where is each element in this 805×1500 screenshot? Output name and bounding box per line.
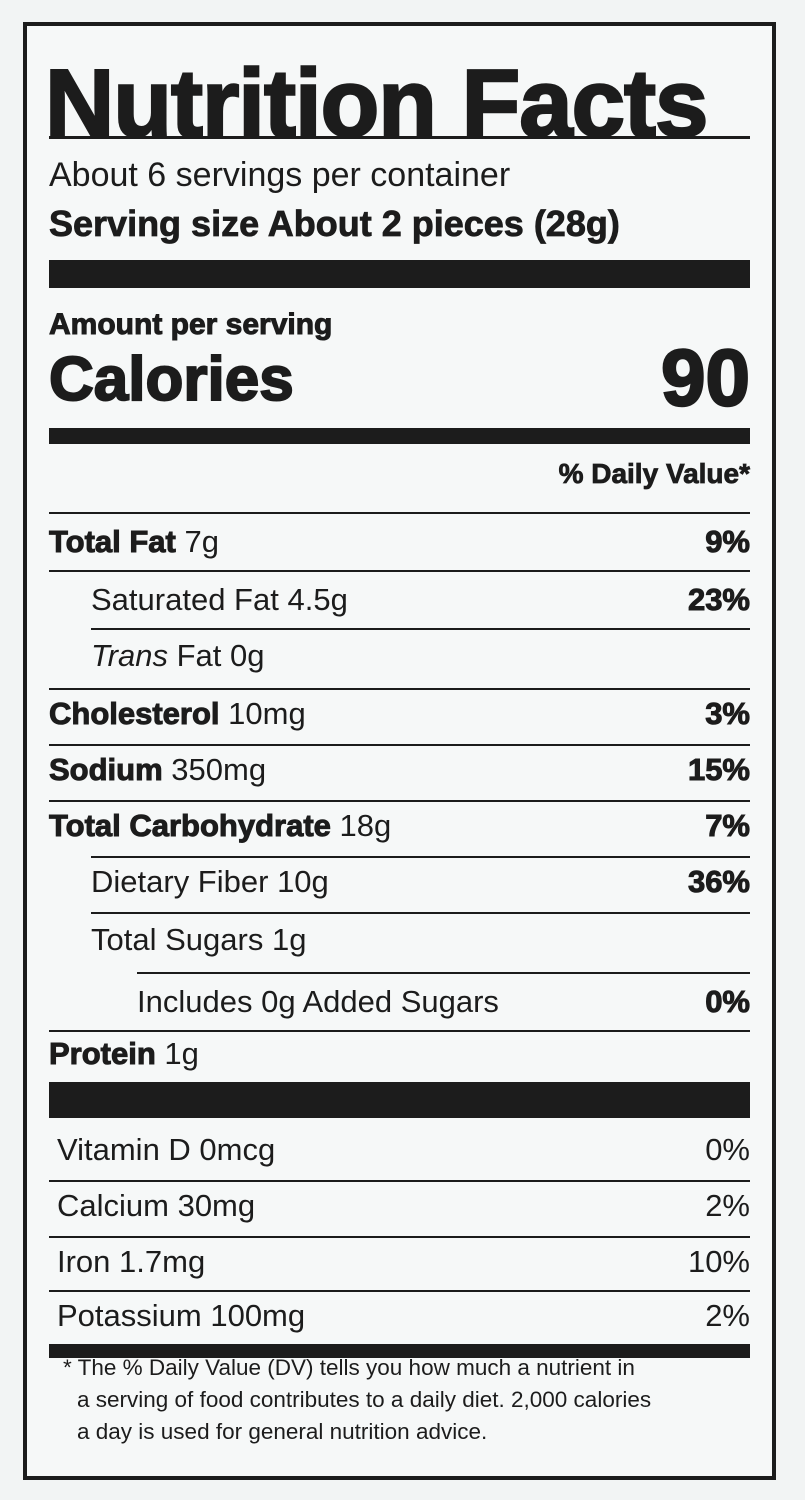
nutrient-dv: 3% <box>705 696 751 732</box>
vitamin-row-potassium: Potassium 100mg 2% <box>49 1290 750 1344</box>
thick-rule-calories <box>49 428 750 444</box>
daily-value-header: % Daily Value* <box>558 458 750 490</box>
nutrient-name: Includes 0g Added Sugars <box>137 984 499 1019</box>
servings-per-container: About 6 servings per container <box>49 156 511 194</box>
vitamin-name: Calcium 30mg <box>57 1188 256 1223</box>
rule-3 <box>49 688 750 690</box>
nutrient-row-sodium: Sodium 350mg 15% <box>49 744 751 798</box>
nutrient-name: Cholesterol 10mg <box>49 696 306 732</box>
vitamin-name: Vitamin D 0mcg <box>57 1132 276 1167</box>
rule-12 <box>49 1290 750 1292</box>
vitamin-dv: 0% <box>705 1132 750 1167</box>
nutrient-dv: 23% <box>687 582 750 618</box>
rule-10 <box>49 1180 750 1182</box>
nutrient-row-added-sugars: Includes 0g Added Sugars 0% <box>49 976 750 1030</box>
nutrient-row-cholesterol: Cholesterol 10mg 3% <box>49 688 751 742</box>
rule-dv <box>49 512 750 514</box>
amount-per-serving: Amount per serving <box>48 308 333 342</box>
rule-5 <box>49 800 750 802</box>
rule-11 <box>49 1236 750 1238</box>
nutrition-facts-label: Nutrition Facts About 6 servings per con… <box>23 22 776 1480</box>
nutrient-dv: 36% <box>687 864 750 900</box>
calories-value: 90 <box>660 332 751 423</box>
rule-9 <box>49 1030 750 1032</box>
nutrient-name: Total Sugars 1g <box>91 922 307 957</box>
nutrient-dv: 0% <box>705 984 751 1020</box>
nutrient-name: Saturated Fat 4.5g <box>91 582 348 617</box>
footnote-line-2: a serving of food contributes to a daily… <box>77 1387 652 1412</box>
nutrient-name: Total Carbohydrate 18g <box>49 808 392 844</box>
footnote-line-1: * The % Daily Value (DV) tells you how m… <box>63 1355 635 1380</box>
footnote: * The % Daily Value (DV) tells you how m… <box>63 1352 763 1448</box>
nutrient-name: Total Fat 7g <box>49 524 219 560</box>
rule-4 <box>49 744 750 746</box>
nutrient-row-trans-fat: Trans Fat 0g <box>49 630 750 684</box>
vitamin-dv: 2% <box>705 1188 750 1223</box>
vitamin-dv: 10% <box>687 1244 750 1279</box>
rule-1 <box>49 570 750 572</box>
nutrient-name: Sodium 350mg <box>49 752 267 788</box>
nutrient-row-protein: Protein 1g <box>49 1028 750 1082</box>
rule-6 <box>91 856 750 858</box>
nutrient-row-total-carbohydrate: Total Carbohydrate 18g 7% <box>49 800 751 854</box>
footnote-line-3: a day is used for general nutrition advi… <box>77 1419 488 1444</box>
thick-rule-top <box>49 260 750 288</box>
serving-size: Serving size About 2 pieces (28g) <box>49 203 621 245</box>
nutrient-dv: 9% <box>705 524 751 560</box>
rule-2 <box>91 628 750 630</box>
nutrient-row-total-fat: Total Fat 7g 9% <box>49 516 751 570</box>
vitamin-name: Iron 1.7mg <box>57 1244 206 1279</box>
vitamin-row-iron: Iron 1.7mg 10% <box>49 1236 750 1290</box>
nutrient-dv: 7% <box>705 808 751 844</box>
calories-label: Calories <box>48 344 295 415</box>
nutrient-dv: 15% <box>687 752 750 788</box>
vitamin-name: Potassium 100mg <box>57 1298 306 1333</box>
title-rule <box>49 136 750 139</box>
vitamin-row-vitamin-d: Vitamin D 0mcg 0% <box>49 1124 750 1178</box>
label-content: Nutrition Facts About 6 servings per con… <box>44 26 751 1476</box>
thick-rule-footnote <box>49 1344 750 1358</box>
nutrient-row-saturated-fat: Saturated Fat 4.5g 23% <box>49 574 751 628</box>
rule-8 <box>137 972 750 974</box>
vitamin-row-calcium: Calcium 30mg 2% <box>49 1180 750 1234</box>
vitamin-dv: 2% <box>705 1298 750 1333</box>
nutrient-name: Protein 1g <box>49 1036 199 1072</box>
rule-7 <box>91 912 750 914</box>
nutrient-name: Trans Fat 0g <box>91 638 265 673</box>
thick-rule-vitamins <box>49 1082 750 1118</box>
nutrient-name: Dietary Fiber 10g <box>91 864 329 899</box>
nutrient-row-dietary-fiber: Dietary Fiber 10g 36% <box>49 856 751 910</box>
nutrient-row-total-sugars: Total Sugars 1g <box>49 914 750 968</box>
